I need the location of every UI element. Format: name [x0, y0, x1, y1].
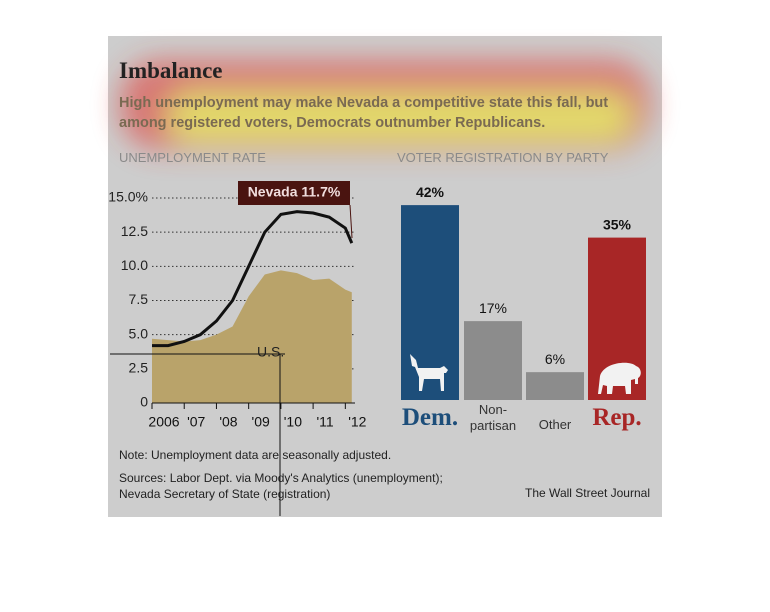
elephant-icon	[598, 362, 641, 394]
category-label: Other	[538, 417, 572, 432]
area	[152, 270, 352, 403]
value-label: 6%	[545, 351, 565, 367]
annotation: Nevada 11.7%	[248, 184, 341, 200]
bar	[526, 372, 584, 400]
credit: The Wall Street Journal	[525, 486, 650, 500]
series-label: U.S.	[257, 344, 284, 360]
title: Imbalance	[119, 58, 223, 83]
bar	[464, 321, 522, 400]
donkey-icon	[410, 354, 448, 391]
x-tick-label: '07	[187, 414, 205, 430]
value-label: 35%	[603, 216, 632, 232]
note: Note: Unemployment data are seasonally a…	[119, 448, 392, 462]
y-tick-label: 10.0	[121, 257, 148, 273]
x-tick-label: '10	[284, 414, 302, 430]
x-tick-label: '08	[219, 414, 237, 430]
y-tick-label: 0	[140, 394, 148, 410]
category-label: Non-partisan	[469, 402, 517, 433]
x-tick-label: 2006	[148, 414, 179, 430]
value-label: 42%	[416, 184, 445, 200]
category-label: Rep.	[592, 404, 642, 431]
line	[152, 210, 354, 348]
heat-overlay	[120, 60, 650, 150]
bar-chart-title: VOTER REGISTRATION BY PARTY	[397, 150, 609, 165]
bar	[401, 205, 459, 400]
subtitle: High unemployment may make Nevada a comp…	[119, 95, 609, 131]
y-tick-label: 5.0	[129, 325, 149, 341]
y-tick-label: 7.5	[129, 291, 149, 307]
x-tick-label: '12	[348, 414, 366, 430]
annotation-leader	[349, 204, 353, 239]
line-chart-title: UNEMPLOYMENT RATE	[119, 150, 266, 165]
value-label: 17%	[479, 300, 507, 316]
y-tick-label: 15.0%	[108, 189, 148, 205]
category-label: Dem.	[401, 404, 459, 431]
x-tick-label: '09	[252, 414, 270, 430]
y-tick-label: 12.5	[121, 223, 148, 239]
y-tick-label: 2.5	[129, 360, 149, 376]
annotation-box	[238, 181, 350, 205]
x-tick-label: '11	[317, 414, 334, 430]
sources: Sources: Labor Dept. via Moody's Analyti…	[119, 471, 443, 501]
